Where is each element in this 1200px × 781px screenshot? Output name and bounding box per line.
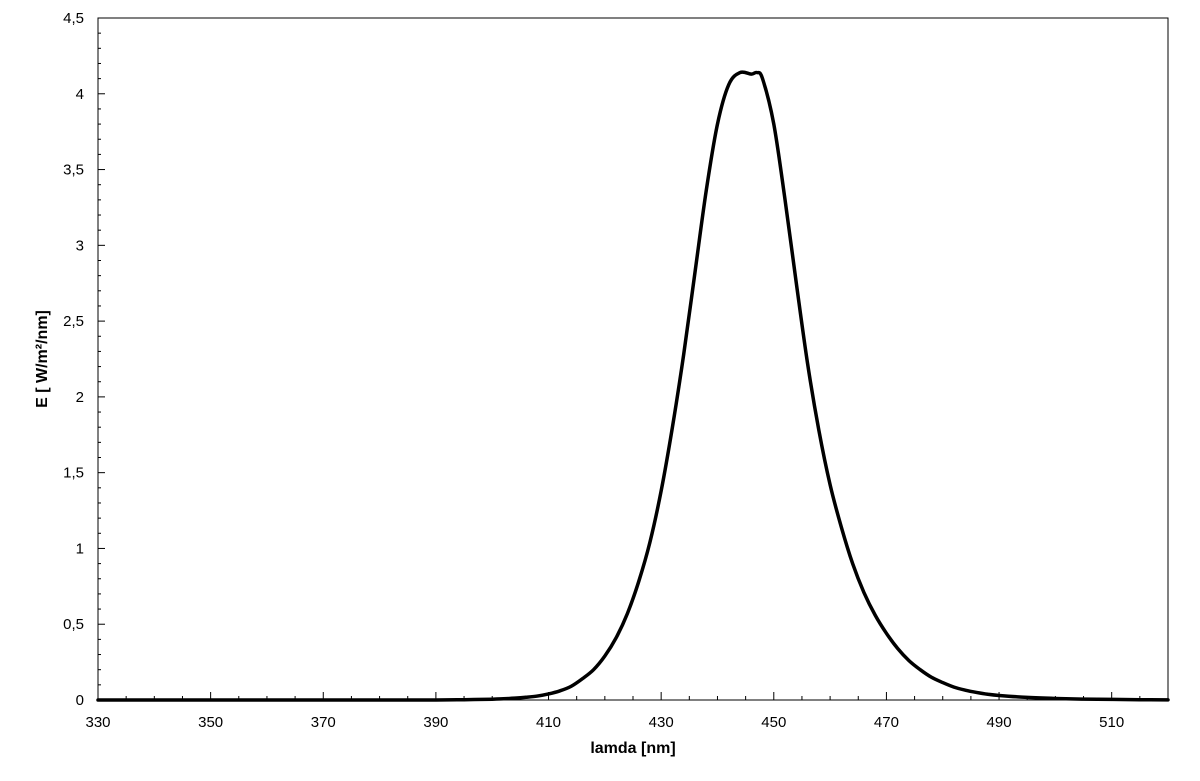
x-tick-label: 350 [198,714,223,731]
x-axis: 330 350 370 390 410 430 450 470 490 510 [85,692,1124,731]
y-axis: 0 0,5 1 1,5 2 2,5 3 3,5 4 4,5 [63,10,105,709]
y-tick-label: 3,5 [63,162,84,179]
x-tick-label: 410 [536,714,561,731]
y-tick-label: 1,5 [63,465,84,482]
x-tick-label: 390 [423,714,448,731]
x-tick-label: 510 [1099,714,1124,731]
x-tick-label: 430 [649,714,674,731]
y-tick-label: 3 [76,237,84,254]
y-axis-title: E [ W/m²/nm] [34,310,51,408]
x-axis-title: lamda [nm] [590,740,675,757]
y-tick-label: 0,5 [63,616,84,633]
x-tick-label: 470 [874,714,899,731]
y-tick-label: 1 [76,540,84,557]
x-tick-label: 450 [761,714,786,731]
y-tick-label: 0 [76,692,84,709]
y-minor-ticks [98,32,101,686]
spectrum-series-line [96,70,1170,702]
plot-frame [97,17,1169,701]
y-tick-label: 2 [76,389,84,406]
y-tick-label: 4,5 [63,10,84,27]
x-tick-label: 490 [987,714,1012,731]
y-tick-label: 4 [76,86,84,103]
x-tick-label: 370 [311,714,336,731]
y-tick-label: 2,5 [63,313,84,330]
x-tick-label: 330 [85,714,110,731]
